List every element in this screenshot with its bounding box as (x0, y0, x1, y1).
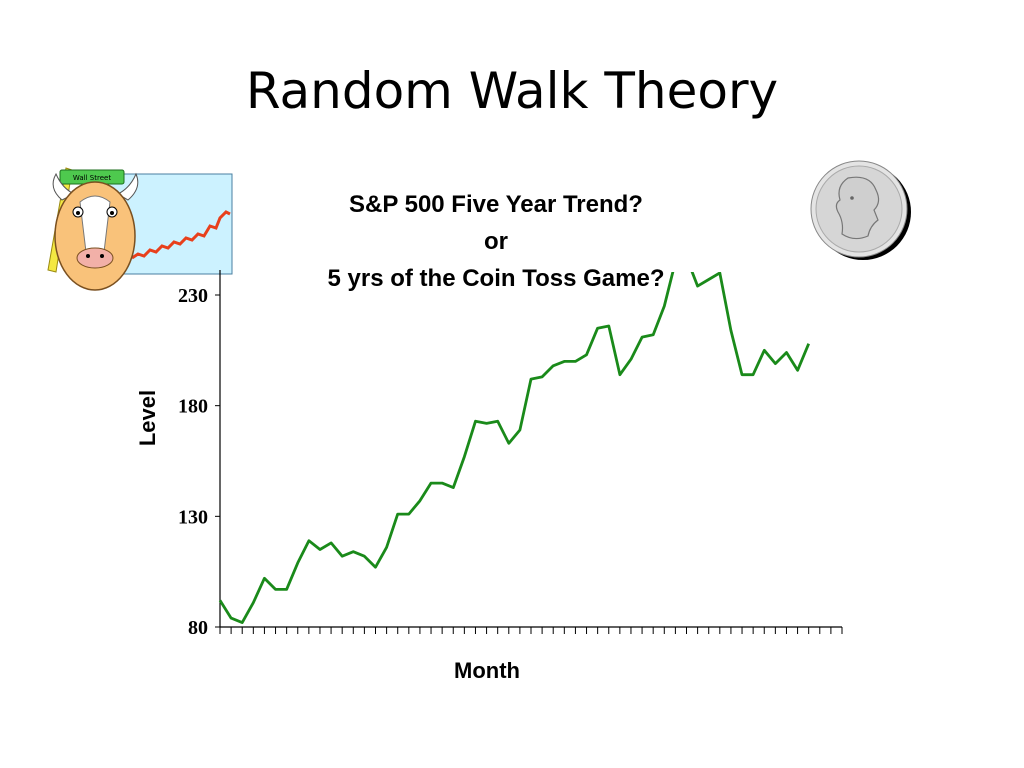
chart-title-line-3: 5 yrs of the Coin Toss Game? (327, 265, 665, 292)
clipart-trend-line (131, 210, 231, 260)
y-axis-label: Level (135, 389, 160, 447)
y-tick-label: 80 (188, 617, 208, 639)
chart-title: S&P 500 Five Year Trend? or 5 yrs of the… (236, 186, 756, 297)
y-axis-ticks: 80 130 180 230 (178, 285, 220, 639)
slide-title: Random Walk Theory (245, 62, 779, 120)
x-axis-ticks (219, 627, 843, 634)
chart-axes (219, 270, 842, 628)
chart-title-line-2: or (484, 228, 508, 255)
chart-series (218, 257, 810, 624)
y-tick-label: 230 (178, 285, 208, 307)
quarter-coin-image (810, 160, 911, 260)
x-axis-label: Month (454, 658, 520, 683)
y-tick-label: 130 (178, 506, 208, 528)
wall-street-bull-image: Wall Street (47, 167, 233, 291)
sign-text: Wall Street (73, 174, 111, 182)
y-tick-label: 180 (178, 396, 208, 418)
series-line-0 (218, 272, 810, 624)
chart-title-line-1: S&P 500 Five Year Trend? (349, 191, 643, 218)
